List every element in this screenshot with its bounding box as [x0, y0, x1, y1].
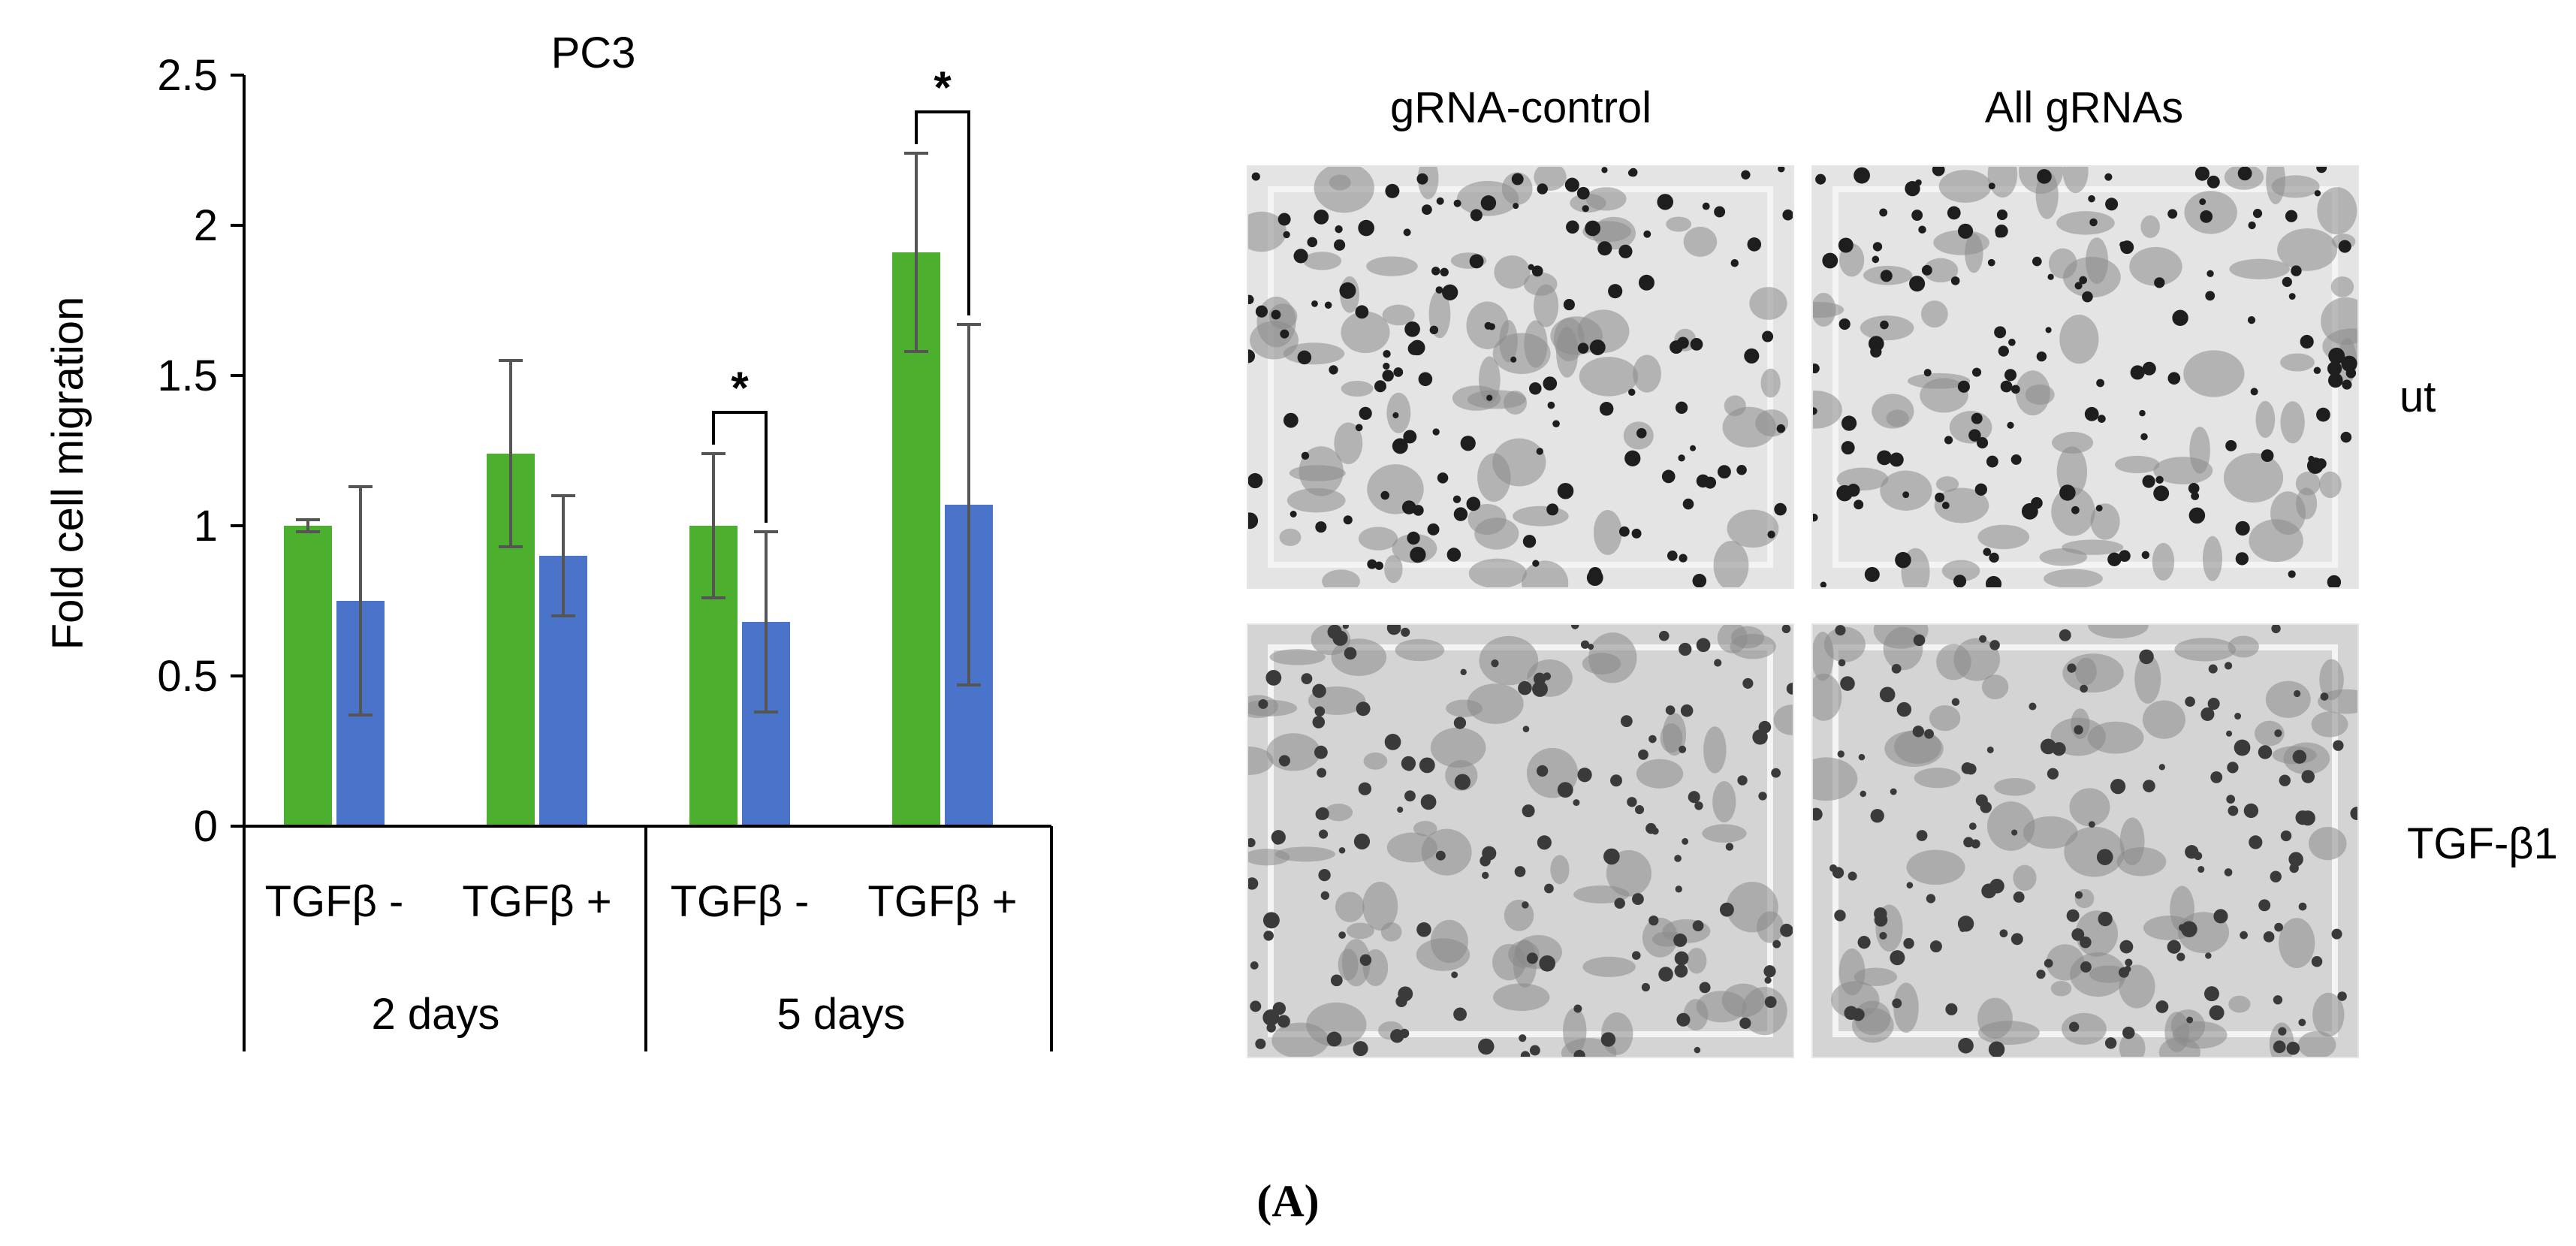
- micrograph-texture: [1248, 167, 1793, 587]
- y-tick-label: 0.5: [157, 652, 218, 701]
- bar: [284, 526, 332, 826]
- micrograph-gRNA-control-tgf: [1247, 623, 1794, 1058]
- y-axis-label: Fold cell migration: [44, 297, 92, 650]
- error-bars: [296, 152, 981, 717]
- y-tick-label: 1.5: [157, 351, 218, 400]
- row-label-tgf-b1: TGF-β1: [2407, 819, 2558, 868]
- micrograph-texture: [1813, 625, 2357, 1057]
- row-label-ut: ut: [2400, 373, 2436, 421]
- micrograph-all-gRNAs-tgf: [1811, 623, 2359, 1058]
- x-axis: TGFβ - TGFβ + TGFβ - TGFβ + 2 days 5 days: [243, 825, 1053, 1051]
- x-group-label: 2 days: [372, 990, 500, 1039]
- y-tick-label: 2.5: [157, 51, 218, 100]
- significance-brackets: **: [712, 62, 970, 523]
- micrograph-texture: [1813, 167, 2357, 587]
- micrograph-all-gRNAs-ut: [1811, 165, 2359, 589]
- column-heading-gRNA-control: gRNA-control: [1389, 83, 1652, 132]
- y-tick-label: 0: [194, 802, 218, 851]
- significance-star: *: [731, 363, 749, 413]
- significance-bracket: [712, 411, 768, 523]
- column-heading-all-gRNAs: All gRNAs: [1984, 83, 2184, 132]
- panel-label: (A): [1256, 1176, 1320, 1226]
- x-tick-label: TGFβ -: [671, 877, 810, 926]
- x-tick-label: TGFβ +: [867, 877, 1017, 926]
- y-tick-label: 2: [194, 201, 218, 250]
- x-group-label: 5 days: [777, 990, 906, 1039]
- significance-star: *: [934, 62, 952, 113]
- bar-chart: PC3 Fold cell migration 00.511.522.5 ** …: [44, 29, 1053, 1051]
- x-tick-label: TGFβ +: [462, 877, 611, 926]
- significance-bracket: [915, 110, 970, 315]
- x-tick-label: TGFβ -: [265, 877, 404, 926]
- chart-title: PC3: [551, 29, 636, 77]
- micrograph-texture: [1248, 625, 1793, 1057]
- y-tick-label: 1: [194, 502, 218, 551]
- y-axis: 0 0.5 1 1.5 2 2.5: [157, 51, 246, 1051]
- bars: [284, 252, 993, 826]
- micrograph-gRNA-control-ut: [1247, 165, 1794, 589]
